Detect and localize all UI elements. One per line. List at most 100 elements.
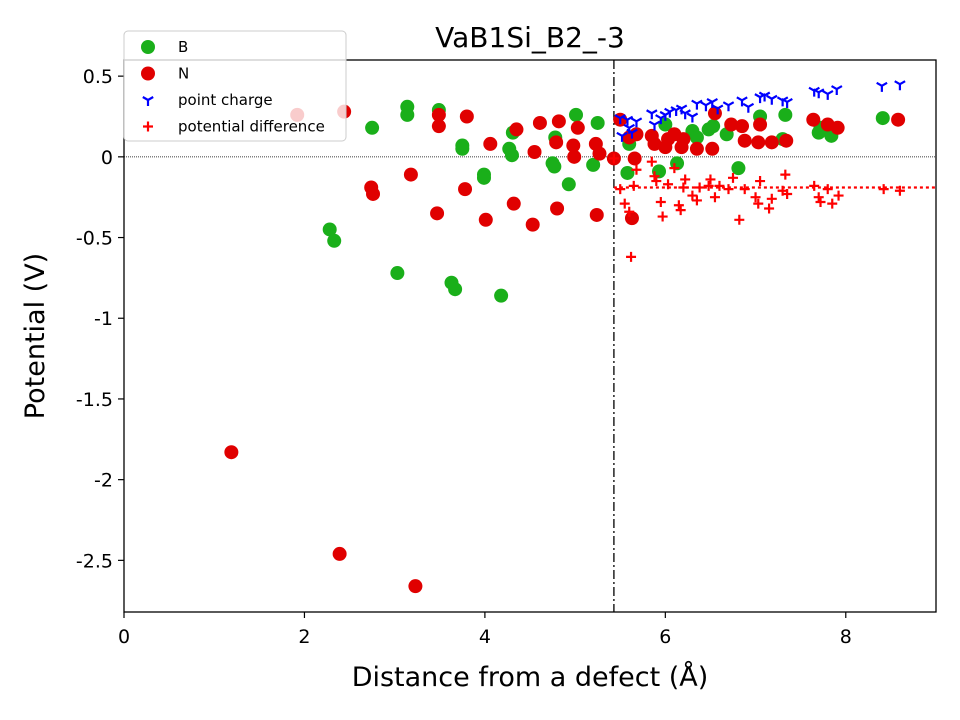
data-point: [706, 98, 718, 108]
legend-marker: [141, 66, 155, 81]
data-point: [764, 203, 775, 214]
data-point: [689, 141, 704, 156]
data-point: [694, 182, 705, 193]
data-point: [589, 207, 604, 222]
data-point: [408, 579, 423, 594]
data-point: [782, 188, 793, 199]
data-point: [494, 288, 509, 303]
y-tick-label: -2: [94, 470, 113, 492]
data-point: [731, 161, 746, 176]
data-point: [567, 149, 582, 164]
series-point-charge: [614, 80, 906, 142]
series-N: [224, 104, 906, 594]
data-point: [224, 445, 239, 460]
data-point: [878, 184, 889, 195]
x-tick-label: 0: [118, 626, 130, 648]
data-point: [876, 81, 888, 92]
data-point: [366, 186, 381, 201]
data-point: [590, 115, 605, 130]
data-point: [813, 192, 824, 203]
data-point: [680, 174, 691, 185]
data-point: [673, 200, 684, 211]
data-point: [687, 190, 698, 201]
data-point: [669, 163, 680, 174]
data-point: [735, 119, 750, 134]
data-point: [705, 141, 720, 156]
legend-marker: [142, 96, 154, 106]
data-point: [621, 115, 634, 126]
data-point: [739, 184, 750, 195]
data-point: [750, 192, 761, 203]
data-point: [547, 159, 562, 174]
data-point: [620, 165, 635, 180]
data-point: [624, 211, 639, 226]
data-point: [724, 117, 739, 132]
data-point: [686, 112, 699, 123]
data-point: [525, 217, 540, 232]
y-tick-label: -0.5: [76, 228, 113, 250]
legend-marker: [143, 121, 153, 132]
data-point: [678, 182, 689, 193]
data-point: [561, 177, 576, 192]
data-point: [764, 135, 779, 150]
series-potential-difference: [608, 153, 905, 262]
data-point: [506, 196, 521, 211]
data-point: [815, 197, 826, 208]
data-point: [586, 157, 601, 172]
data-point: [766, 94, 778, 105]
data-point: [647, 136, 662, 151]
data-point: [551, 114, 566, 129]
data-point: [753, 117, 768, 132]
data-point: [631, 164, 642, 175]
data-point: [779, 133, 794, 148]
x-tick-label: 6: [659, 626, 671, 648]
y-tick-label: -1.5: [76, 389, 113, 411]
data-point: [624, 206, 635, 217]
data-point: [648, 120, 661, 131]
data-point: [758, 91, 771, 102]
data-point: [627, 151, 642, 166]
data-point: [626, 128, 638, 139]
data-point: [766, 193, 777, 204]
data-point: [504, 148, 519, 163]
data-point: [332, 546, 347, 561]
data-point: [709, 192, 720, 203]
chart-title: VaB1Si_B2_-3: [435, 21, 625, 54]
data-point: [675, 205, 686, 216]
data-point: [831, 85, 843, 96]
data-point: [737, 133, 752, 148]
data-point: [691, 99, 703, 110]
data-point: [532, 115, 547, 130]
data-point: [705, 174, 716, 185]
x-tick-label: 2: [298, 626, 310, 648]
data-point: [550, 201, 565, 216]
x-tick-label: 4: [479, 626, 491, 648]
data-point: [403, 167, 418, 182]
legend-marker: [141, 40, 155, 54]
data-point: [755, 176, 766, 187]
data-point: [619, 198, 630, 209]
data-point: [365, 120, 380, 135]
x-axis-title: Distance from a defect (Å): [352, 661, 709, 693]
data-point: [663, 179, 674, 190]
data-point: [592, 146, 607, 161]
data-point: [651, 176, 662, 187]
data-point: [734, 214, 745, 225]
data-point: [711, 104, 724, 115]
data-point: [657, 211, 668, 222]
data-point: [527, 145, 542, 159]
y-tick-label: 0: [101, 147, 113, 169]
data-point: [700, 101, 712, 112]
plot-area: [124, 60, 936, 612]
data-point: [476, 170, 491, 185]
data-point: [781, 98, 793, 108]
data-point: [751, 135, 766, 150]
data-point: [431, 119, 446, 134]
data-point: [706, 119, 721, 134]
data-point: [778, 107, 793, 122]
data-point: [400, 107, 415, 122]
legend-label: N: [178, 65, 189, 83]
data-point: [509, 122, 524, 137]
data-point: [689, 130, 704, 145]
